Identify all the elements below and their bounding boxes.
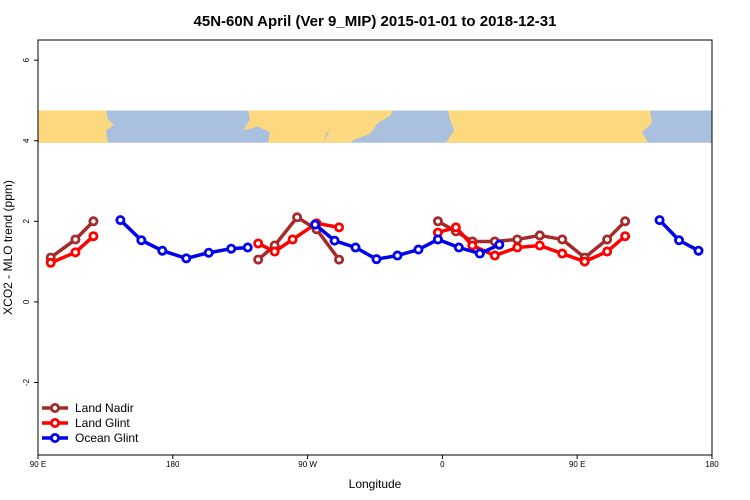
x-tick-label-5: 180 bbox=[705, 460, 719, 469]
series-0-point-2-4 bbox=[512, 234, 523, 245]
series-0-point-2-8 bbox=[602, 234, 613, 245]
y-tick-label-1: 0 bbox=[22, 299, 31, 304]
series-1-point-2-3 bbox=[489, 250, 500, 261]
series-1-point-1-1 bbox=[269, 246, 280, 257]
series-0-point-1-4 bbox=[334, 254, 345, 265]
series-2-point-2-2 bbox=[693, 245, 704, 256]
series-2-point-1-1 bbox=[329, 235, 340, 246]
series-1-point-1-0 bbox=[253, 238, 264, 249]
series-1-point-0-2 bbox=[88, 231, 99, 242]
series-2-point-1-5 bbox=[413, 244, 424, 255]
series-1-point-2-8 bbox=[602, 246, 613, 257]
y-tick-label-3: 4 bbox=[22, 138, 31, 143]
x-tick-label-0: 90 E bbox=[30, 460, 46, 469]
series-layer bbox=[45, 212, 704, 268]
series-2-point-1-2 bbox=[350, 242, 361, 253]
x-axis-title: Longitude bbox=[349, 477, 402, 491]
series-1-point-2-2 bbox=[467, 240, 478, 251]
series-2-point-1-8 bbox=[474, 248, 485, 259]
series-0-point-1-2 bbox=[292, 212, 303, 223]
series-1-point-2-1 bbox=[450, 222, 461, 233]
x-axis: 90 E 180 90 W 0 90 E 180 bbox=[30, 455, 719, 469]
series-1-point-0-1 bbox=[70, 247, 81, 258]
series-0-point-2-6 bbox=[557, 234, 568, 245]
series-2-point-0-3 bbox=[181, 253, 192, 264]
legend-marker-0 bbox=[50, 402, 61, 413]
y-tick-label-4: 6 bbox=[22, 57, 31, 62]
series-2-point-1-4 bbox=[392, 250, 403, 261]
series-2-point-0-0 bbox=[115, 215, 126, 226]
series-0-point-1-0 bbox=[253, 254, 264, 265]
legend-label-1: Land Glint bbox=[75, 416, 130, 430]
chart-title: 45N-60N April (Ver 9_MIP) 2015-01-01 to … bbox=[194, 13, 557, 30]
series-2-point-1-7 bbox=[453, 242, 464, 253]
series-0-point-2-9 bbox=[620, 216, 631, 227]
series-2-point-0-6 bbox=[242, 242, 253, 253]
map-land-europe bbox=[446, 110, 652, 143]
series-1-line-2 bbox=[437, 225, 627, 264]
plot-area-border bbox=[37, 39, 713, 456]
x-tick-label-3: 0 bbox=[440, 460, 445, 469]
series-2-point-2-1 bbox=[674, 235, 685, 246]
series-1-point-2-9 bbox=[620, 231, 631, 242]
series-2-point-2-0 bbox=[654, 215, 665, 226]
series-0-point-2-0 bbox=[432, 216, 443, 227]
map-land-alaska bbox=[243, 110, 336, 143]
legend-label-2: Ocean Glint bbox=[75, 431, 139, 445]
legend-marker-1 bbox=[50, 417, 61, 428]
legend-marker-2 bbox=[50, 432, 61, 443]
y-tick-label-2: 2 bbox=[22, 219, 31, 224]
y-axis-title: XCO2 - MLO trend (ppm) bbox=[1, 180, 15, 315]
x-tick-label-2: 90 W bbox=[298, 460, 317, 469]
map-band bbox=[38, 110, 712, 143]
series-2-point-1-0 bbox=[310, 219, 321, 230]
series-0-point-0-2 bbox=[88, 216, 99, 227]
series-0-point-2-5 bbox=[534, 230, 545, 241]
series-2-point-1-3 bbox=[371, 254, 382, 265]
series-2-line-1 bbox=[313, 223, 501, 261]
y-tick-label-0: -2 bbox=[22, 378, 31, 386]
series-2-point-1-9 bbox=[494, 239, 505, 250]
series-2 bbox=[115, 215, 704, 265]
series-1-point-0-0 bbox=[45, 257, 56, 268]
series-1-point-2-7 bbox=[579, 256, 590, 267]
series-0-point-0-1 bbox=[70, 234, 81, 245]
series-1-point-2-6 bbox=[557, 248, 568, 259]
series-2-point-0-2 bbox=[157, 245, 168, 256]
series-2-point-1-6 bbox=[432, 234, 443, 245]
series-1-point-1-4 bbox=[334, 222, 345, 233]
x-tick-label-1: 180 bbox=[166, 460, 180, 469]
series-1-point-1-2 bbox=[287, 234, 298, 245]
map-land-asia bbox=[38, 110, 114, 143]
y-axis: -2 0 2 4 6 bbox=[22, 57, 38, 386]
legend-label-0: Land Nadir bbox=[75, 401, 134, 415]
series-1-point-2-5 bbox=[534, 240, 545, 251]
map-land-canada bbox=[324, 110, 393, 143]
series-2-point-0-1 bbox=[136, 235, 147, 246]
series-1-point-2-4 bbox=[512, 242, 523, 253]
x-tick-label-4: 90 E bbox=[569, 460, 585, 469]
series-2-point-0-5 bbox=[226, 243, 237, 254]
series-2-point-0-4 bbox=[203, 247, 214, 258]
